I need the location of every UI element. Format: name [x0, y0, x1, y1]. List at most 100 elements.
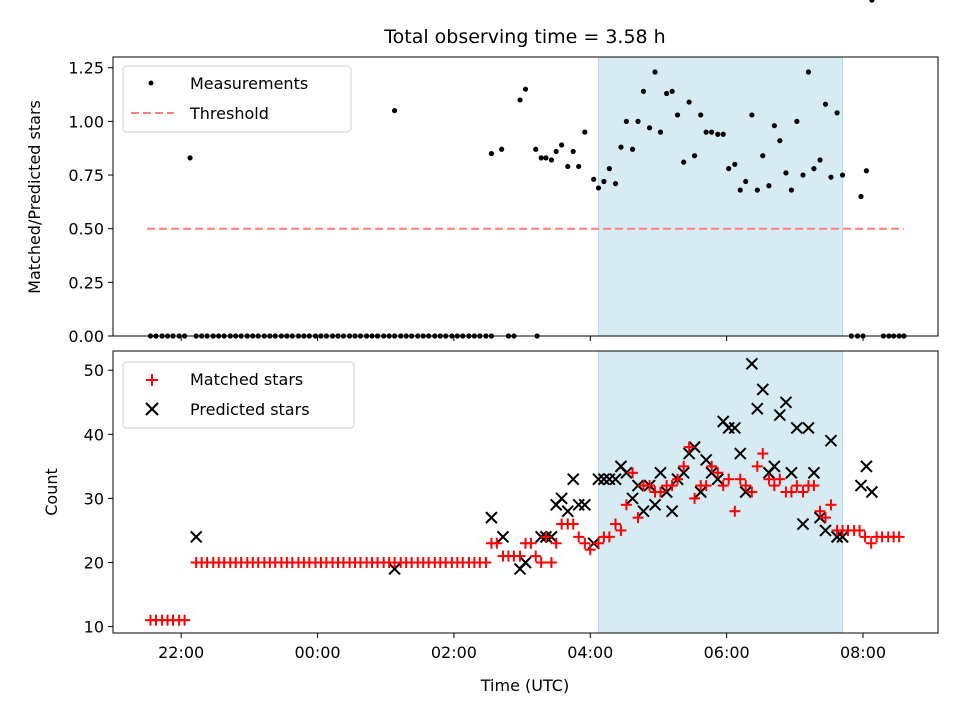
- top-y-ticks: 0.00 0.25 0.50 0.75 1.00 1.25: [68, 59, 113, 346]
- measurement-point: [858, 193, 864, 200]
- predicted-point: [807, 466, 821, 479]
- matched-point: [768, 480, 780, 492]
- bottom-legend: Matched stars Predicted stars: [122, 361, 355, 429]
- matched-point: [678, 460, 690, 472]
- matched-point: [729, 505, 741, 517]
- predicted-point: [660, 485, 673, 499]
- top-legend-box: [122, 65, 352, 133]
- measurement-point: [635, 118, 641, 124]
- matched-point: [854, 524, 866, 536]
- measurement-point: [788, 187, 795, 193]
- matched-point: [525, 537, 537, 549]
- matched-point: [655, 486, 666, 498]
- measurement-point: [863, 168, 870, 174]
- y-tick-label: 50: [84, 361, 104, 380]
- y-tick-label: 1.00: [68, 112, 104, 131]
- matched-point: [785, 486, 797, 498]
- matched-point: [550, 537, 562, 549]
- measurement-point: [559, 142, 565, 148]
- bottom-y-ticks: 10 20 30 40 50: [84, 361, 113, 637]
- y-tick-label: 1.25: [68, 59, 104, 78]
- matched-point: [480, 557, 492, 568]
- measurement-point: [517, 97, 523, 103]
- y-tick-label: 30: [84, 489, 104, 508]
- x-axis-label: Time (UTC): [480, 676, 569, 695]
- matched-point: [859, 531, 871, 543]
- predicted-point: [734, 447, 747, 460]
- x-tick-label: 00:00: [294, 643, 340, 662]
- legend-threshold-label: Threshold: [189, 104, 269, 123]
- matched-point: [530, 550, 542, 562]
- matched-point: [620, 499, 632, 511]
- measurement-point: [664, 90, 670, 97]
- predicted-point: [555, 492, 568, 505]
- matched-point: [757, 448, 769, 460]
- legend-measurements-label: Measurements: [190, 74, 308, 93]
- bottom-axes-frame: [112, 350, 939, 634]
- measurement-point: [674, 112, 681, 118]
- top-legend: Measurements Threshold: [122, 65, 352, 133]
- matched-point: [610, 518, 621, 530]
- measurement-point: [834, 110, 840, 116]
- measurement-point: [698, 112, 704, 118]
- measurement-point: [533, 146, 539, 152]
- matched-point: [865, 537, 877, 549]
- predicted-point: [865, 485, 879, 499]
- measurement-point: [720, 131, 726, 137]
- x-tick-label: 08:00: [840, 643, 886, 662]
- measurement-point: [652, 69, 658, 75]
- measurement-point: [595, 185, 602, 191]
- predicted-point: [711, 472, 724, 486]
- x-tick-label: 04:00: [567, 643, 613, 662]
- predicted-point: [572, 498, 585, 512]
- matched-point: [666, 480, 678, 492]
- measurement-point: [681, 159, 687, 165]
- legend-predicted-label: Predicted stars: [190, 400, 310, 419]
- measurement-point: [606, 166, 612, 172]
- predicted-point: [824, 434, 838, 447]
- matched-point: [683, 441, 695, 453]
- measurement-point: [726, 166, 732, 172]
- predicted-point: [830, 530, 844, 544]
- matched-point: [797, 486, 809, 498]
- matched-point: [672, 473, 684, 485]
- measurement-point: [703, 129, 709, 135]
- measurement-point: [737, 187, 743, 193]
- x-tick-label: 02:00: [431, 643, 477, 662]
- y-tick-label: 0.50: [68, 220, 104, 239]
- x-tick-label: 06:00: [704, 643, 750, 662]
- bottom-x-ticks: 22:00 00:00 02:00 04:00 06:00 08:00: [158, 633, 886, 662]
- measurement-point: [732, 161, 738, 167]
- measurement-point: [623, 118, 630, 124]
- measurement-point: [591, 176, 597, 182]
- measurement-point: [657, 129, 664, 135]
- measurement-point: [743, 178, 749, 185]
- predicted-point: [609, 472, 622, 486]
- predicted-point: [779, 396, 793, 409]
- predicted-point: [854, 479, 868, 492]
- measurement-point: [669, 88, 675, 94]
- measurement-point: [618, 144, 624, 150]
- measurement-point: [187, 155, 193, 161]
- matched-point: [825, 499, 837, 511]
- matched-point: [717, 480, 729, 492]
- measurement-point: [391, 108, 398, 114]
- matched-point: [712, 467, 724, 479]
- matched-point: [814, 505, 826, 517]
- matched-point: [615, 524, 627, 536]
- measurement-point: [822, 101, 829, 107]
- matched-point: [573, 531, 585, 543]
- measurement-point: [629, 146, 636, 152]
- predicted-point: [796, 517, 810, 531]
- measurement-point: [612, 181, 619, 187]
- matched-point: [579, 537, 591, 549]
- predicted-points: [189, 357, 879, 576]
- predicted-point: [637, 505, 650, 518]
- matched-point: [603, 531, 615, 543]
- y-tick-label: 10: [84, 618, 104, 637]
- matched-point: [535, 557, 547, 568]
- measurement-point: [783, 170, 789, 176]
- predicted-point: [654, 466, 667, 479]
- predicted-point: [694, 485, 707, 499]
- predicted-point: [677, 466, 690, 479]
